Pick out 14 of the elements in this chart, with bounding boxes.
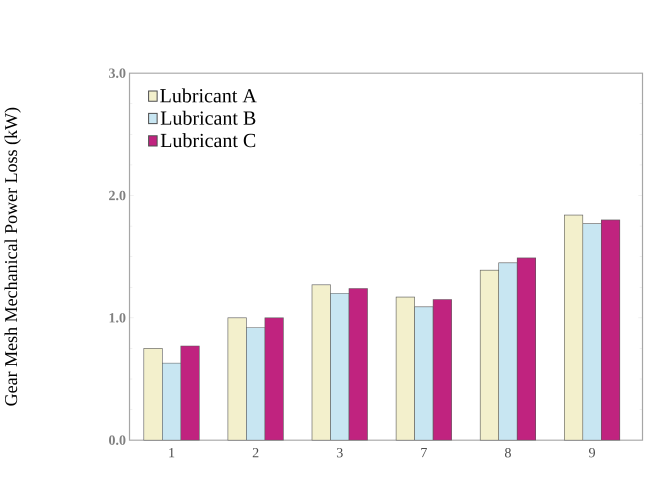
- legend-label: Lubricant B: [160, 110, 256, 125]
- x-tick-label: 2: [252, 448, 258, 458]
- x-tick-label: 8: [504, 448, 511, 458]
- legend-label: Lubricant C: [160, 133, 256, 148]
- x-tick-label: 3: [336, 448, 343, 458]
- x-tick-label: 9: [589, 448, 595, 458]
- legend-label: Lubricant A: [160, 88, 257, 102]
- y-axis-title: Gear Mesh Mechanical Power Loss (kW): [4, 108, 21, 406]
- y-tick-label: 1.0: [110, 313, 126, 323]
- y-tick-label: 3.0: [109, 68, 126, 78]
- x-tick-label: 7: [421, 448, 427, 458]
- y-tick-label: 2.0: [109, 190, 126, 200]
- x-tick-label: 1: [169, 448, 174, 458]
- y-tick-label: 0.0: [109, 435, 126, 445]
